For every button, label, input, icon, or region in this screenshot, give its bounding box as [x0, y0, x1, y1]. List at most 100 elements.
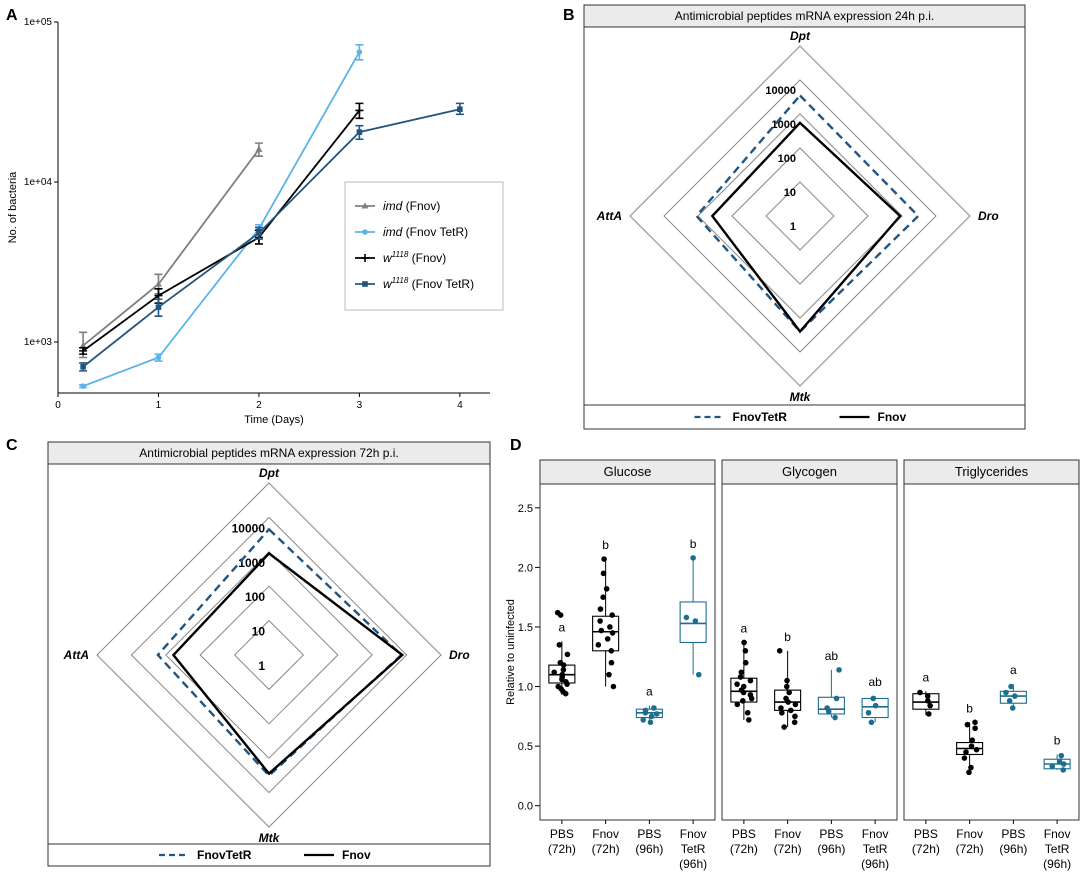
significance-letter: b [784, 630, 791, 644]
data-point [964, 721, 971, 728]
facet-glucose: GlucoseaPBS(72h)bFnov(72h)aPBS(96h)bFnov… [539, 459, 716, 871]
data-point [836, 667, 842, 673]
axis-label-dro: Dro [449, 648, 470, 662]
data-point [603, 586, 610, 592]
data-point [968, 764, 974, 771]
data-point [640, 717, 647, 723]
legend-name: w [383, 251, 393, 265]
data-point [740, 698, 746, 704]
box [817, 696, 845, 715]
ring [130, 516, 408, 794]
y-tick-label: 1.0 [518, 682, 533, 694]
title-strip [583, 4, 1026, 28]
data-point [647, 719, 654, 726]
x-tick-label: PBS [637, 827, 661, 841]
chart-title: Antimicrobial peptides mRNA expression 2… [675, 9, 934, 23]
legend-marker [362, 229, 368, 235]
data-point [648, 713, 655, 720]
legend-name: w [383, 277, 393, 291]
facet-triglycerides: TriglyceridesaPBS(72h)bFnov(72h)aPBS(96h… [903, 459, 1080, 871]
data-point [924, 693, 931, 699]
data-point [742, 648, 749, 654]
data-point [779, 709, 785, 716]
ring [165, 551, 373, 759]
title-strip [47, 441, 491, 465]
data-point [600, 594, 606, 600]
legend-marker [362, 281, 368, 287]
data-point [1060, 761, 1067, 767]
box [592, 615, 620, 652]
x-tick-label: (72h) [912, 842, 940, 856]
ring [731, 147, 869, 285]
data-point [80, 383, 86, 389]
y-axis-label: Relative to uninfected [505, 599, 517, 705]
box-group: a [635, 685, 663, 726]
x-tick-label: (72h) [730, 842, 758, 856]
x-tick-label: (96h) [999, 842, 1027, 856]
data-point [559, 671, 566, 678]
y-axis-label: No. of bacteria [7, 171, 19, 243]
facet-title: Triglycerides [955, 464, 1029, 479]
data-point [600, 570, 607, 577]
series-line [82, 51, 361, 387]
data-point [154, 280, 162, 287]
data-point [356, 49, 363, 55]
facet-title: Glycogen [782, 464, 837, 479]
data-point [555, 683, 562, 690]
box-group: b [956, 701, 984, 776]
data-point [597, 606, 604, 612]
x-tick-label: 3 [357, 400, 363, 411]
ring [199, 585, 339, 725]
data-point [356, 129, 363, 135]
data-point [1006, 698, 1013, 704]
y-tick-label: 1e+05 [24, 17, 53, 28]
data-point [692, 618, 699, 624]
facet-plot-frame [721, 483, 898, 821]
panel-c-radar-chart: Antimicrobial peptides mRNA expression 7… [47, 441, 491, 867]
data-point [973, 746, 980, 753]
data-point [595, 642, 602, 648]
data-point [1058, 752, 1065, 759]
data-point [690, 555, 696, 561]
facet-strip [903, 459, 1080, 485]
y-tick-label: 1e+03 [24, 337, 53, 348]
data-point [870, 695, 876, 702]
data-point [966, 769, 972, 776]
data-point [651, 705, 657, 711]
data-point [737, 674, 744, 680]
data-point [79, 346, 88, 355]
data-point [792, 701, 799, 708]
legend: FnovTetR Fnov [694, 410, 906, 424]
data-point [642, 707, 649, 714]
data-point [556, 642, 563, 648]
facet-title: Glucose [604, 464, 652, 479]
significance-letter: b [1054, 733, 1061, 747]
data-point [1056, 758, 1063, 765]
ring-outer [629, 45, 971, 387]
legend-sup: 1118 [392, 250, 409, 259]
legend-suffix: (Fnov TetR) [408, 277, 474, 291]
data-point [609, 630, 616, 636]
box-group: a [999, 663, 1027, 711]
x-axis-label: Time (Days) [244, 414, 303, 426]
data-point [961, 755, 968, 761]
y-tick-label: 0.0 [518, 801, 533, 813]
ring [233, 619, 305, 691]
data-point [1060, 767, 1067, 773]
axis-label-atta: AttA [63, 648, 89, 662]
panel-label-d: D [510, 437, 522, 454]
data-point [832, 714, 838, 721]
data-point [868, 719, 875, 726]
box [999, 690, 1027, 704]
data-point [154, 291, 163, 300]
data-point [917, 689, 923, 696]
significance-letter: b [602, 538, 609, 552]
data-point [653, 711, 660, 717]
data-point [255, 145, 263, 152]
legend-marker [361, 202, 369, 209]
significance-letter: ab [825, 649, 839, 663]
x-tick-label: (96h) [679, 857, 707, 871]
x-tick-label: Fnov [862, 827, 889, 841]
box-group: a [912, 670, 940, 717]
data-point [778, 705, 784, 711]
